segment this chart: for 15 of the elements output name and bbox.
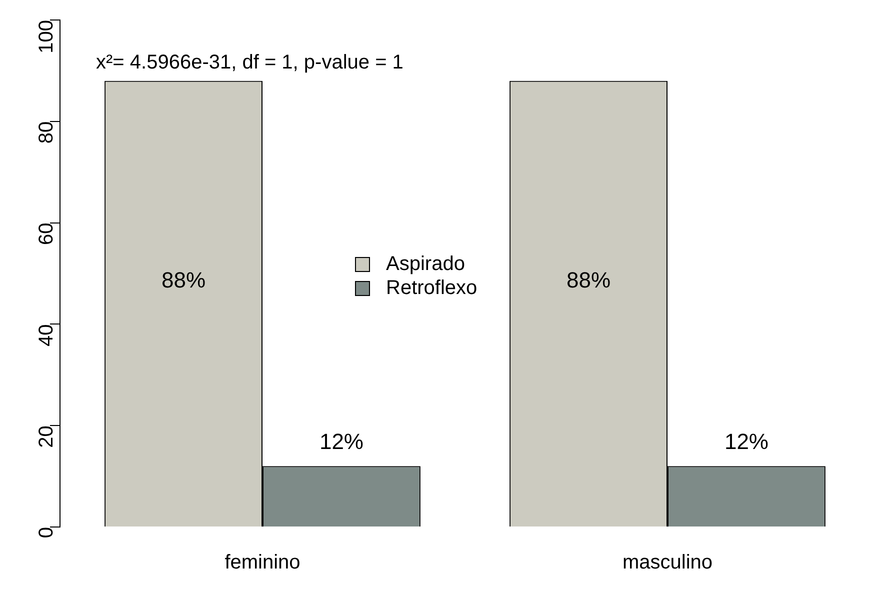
x-tick-label: masculino [622,552,713,574]
y-tick-label: 20 [36,426,58,448]
y-tick-label: 40 [36,324,58,346]
data-label: 12% [724,429,768,454]
data-label: 12% [319,429,364,454]
y-tick-label: 60 [36,222,58,246]
y-tick-label: 0 [36,527,58,538]
legend-label: Retroflexo [385,276,478,300]
x-tick-label: feminino [224,552,300,574]
y-tick-label: 80 [36,121,58,144]
annotation: x²= 4.5966e-31, df = 1, p-value = 1 [96,52,404,74]
data-label: 88% [162,268,206,293]
data-label: 88% [566,268,611,293]
legend-label: Aspirado [385,252,466,276]
y-tick-label: 100 [36,20,58,54]
